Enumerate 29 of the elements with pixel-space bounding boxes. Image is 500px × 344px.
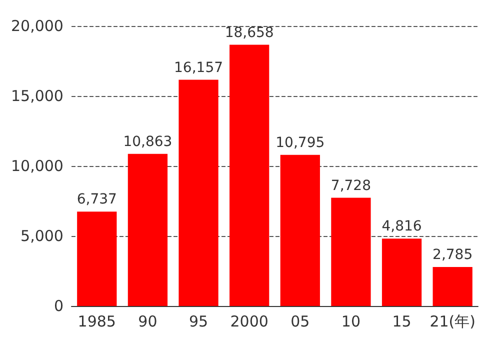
data-label: 16,157 — [174, 60, 224, 76]
bar — [128, 154, 168, 306]
x-tick-label: 10 — [341, 312, 361, 330]
x-tick-label: 21(年) — [430, 312, 476, 330]
bar — [77, 212, 117, 306]
data-label: 2,785 — [432, 247, 473, 264]
y-tick-label: 20,000 — [10, 17, 64, 35]
data-label: 4,816 — [382, 218, 422, 235]
data-label: 7,728 — [330, 178, 372, 194]
x-tick-label: 05 — [290, 312, 310, 330]
x-tick-label: 1985 — [78, 312, 116, 330]
x-tick-label: 95 — [188, 312, 208, 330]
data-label: 10,863 — [123, 134, 172, 150]
y-tick-label: 15,000 — [10, 87, 64, 105]
bar — [280, 154, 320, 306]
bar — [230, 44, 270, 306]
x-tick-label: 90 — [138, 312, 158, 330]
y-tick-label: 10,000 — [10, 157, 64, 175]
data-label: 18,658 — [224, 24, 274, 41]
bar — [178, 80, 218, 306]
x-tick-label: 2000 — [230, 312, 268, 330]
data-label: 10,795 — [276, 134, 325, 151]
y-tick-label: 0 — [54, 297, 64, 315]
bar — [382, 238, 422, 306]
bar — [432, 267, 472, 306]
x-tick-label: 15 — [392, 312, 412, 330]
bar — [331, 198, 371, 306]
y-tick-label: 5,000 — [20, 227, 64, 245]
data-label: 6,737 — [76, 192, 117, 208]
